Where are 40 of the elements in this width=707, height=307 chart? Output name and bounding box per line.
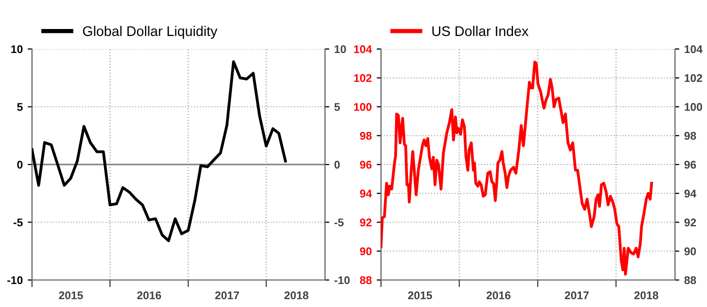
line-series [381, 60, 654, 276]
x-tick-label: 2016 [486, 291, 510, 300]
y-tick-label: -10 [7, 276, 23, 284]
legend-label: US Dollar Index [432, 26, 528, 36]
y-tick-label: 92 [360, 218, 372, 226]
x-tick-label: 2015 [58, 291, 83, 300]
y2-tick-label: 10 [334, 45, 346, 54]
y2-tick-label: 92 [684, 218, 696, 226]
y-tick-label: -5 [14, 218, 23, 226]
y2-tick-label: -10 [334, 276, 350, 284]
y2-tick-label: 100 [684, 103, 702, 111]
y2-tick-label: -5 [334, 218, 344, 226]
line-series [32, 60, 287, 242]
y2-tick-label: 96 [684, 160, 696, 169]
y-tick-label: 94 [360, 190, 372, 198]
x-tick-label: 2017 [215, 291, 239, 300]
y-tick-label: 102 [354, 74, 372, 82]
y-tick-label: 10 [11, 45, 23, 54]
y2-tick-label: 98 [684, 132, 696, 140]
y-tick-label: 96 [360, 160, 372, 169]
y2-tick-label: 104 [684, 45, 703, 54]
x-tick-label: 2015 [408, 291, 432, 300]
y2-tick-label: 5 [334, 103, 340, 111]
y-tick-label: 98 [360, 132, 372, 140]
y2-tick-label: 102 [684, 74, 702, 82]
y2-tick-label: 88 [684, 276, 696, 284]
x-tick-label: 2016 [137, 291, 162, 300]
x-tick-label: 2017 [564, 291, 589, 300]
y-tick-label: 0 [17, 160, 23, 169]
y-tick-label: 90 [360, 247, 372, 256]
y2-tick-label: 90 [684, 247, 696, 256]
y2-tick-label: 0 [334, 160, 340, 169]
x-tick-label: 2018 [634, 291, 658, 300]
x-tick-label: 2018 [284, 291, 308, 300]
y-tick-label: 104 [354, 45, 372, 54]
y-tick-label: 88 [360, 276, 372, 284]
legend-label: Global Dollar Liquidity [83, 26, 218, 39]
y-tick-label: 100 [354, 103, 372, 111]
y2-tick-label: 94 [684, 190, 696, 198]
y-tick-label: 5 [17, 103, 23, 111]
